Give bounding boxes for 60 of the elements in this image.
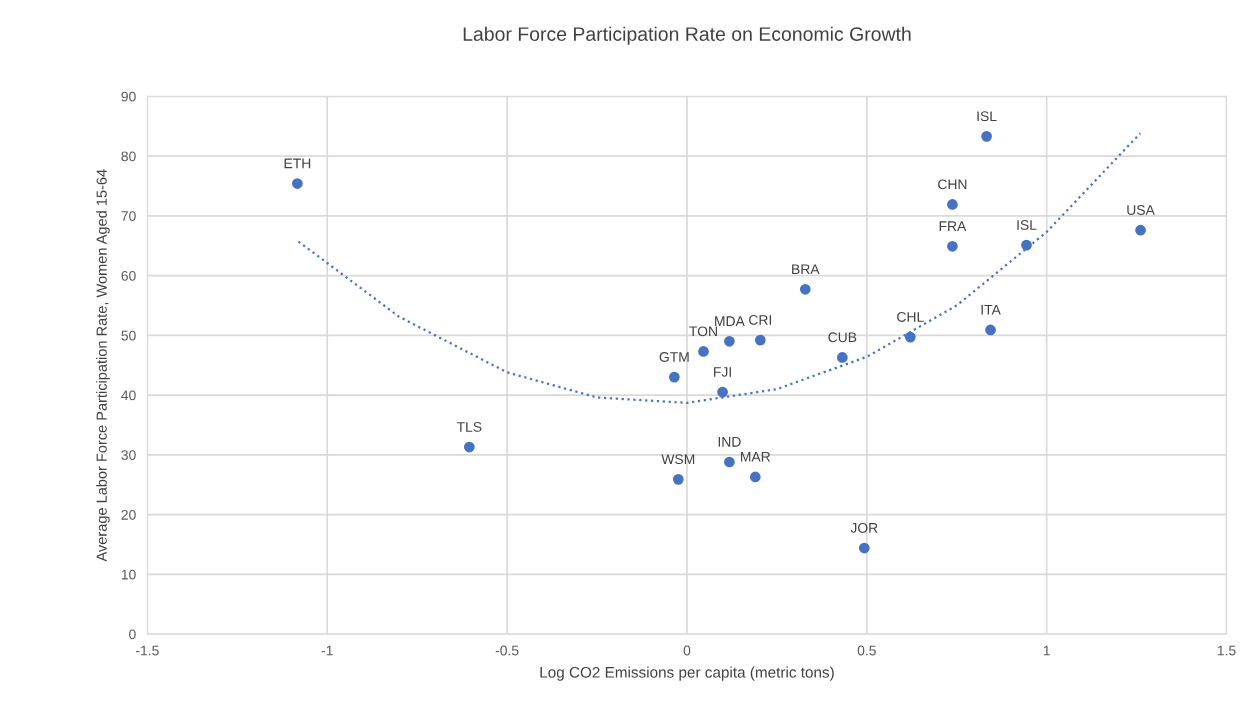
point bbox=[724, 335, 735, 347]
point bbox=[904, 331, 916, 343]
point bbox=[947, 199, 958, 210]
point bbox=[717, 386, 728, 398]
data-label: FJI bbox=[714, 367, 731, 377]
y-tick-label: 30 bbox=[121, 450, 136, 461]
point bbox=[669, 371, 680, 383]
y-tick-label: 20 bbox=[121, 509, 136, 520]
point bbox=[292, 178, 303, 189]
chart-title: Labor Force Participation Rate on Economic Growth bbox=[463, 26, 911, 45]
x-tick-label: 0.5 bbox=[857, 645, 876, 656]
x-tick-label: 1.5 bbox=[1217, 645, 1236, 656]
point bbox=[749, 471, 761, 483]
y-tick-label: 70 bbox=[121, 211, 136, 221]
point bbox=[754, 334, 766, 346]
data-label: BRA bbox=[792, 264, 820, 274]
y-tick-label: 50 bbox=[121, 330, 136, 341]
point bbox=[858, 542, 870, 554]
point bbox=[724, 456, 735, 468]
data-label: CHN bbox=[938, 179, 967, 190]
y-tick-label: 60 bbox=[121, 270, 136, 281]
x-tick-label: 1 bbox=[1043, 645, 1050, 656]
data-label: USA bbox=[1127, 205, 1155, 215]
y-tick-label: 40 bbox=[121, 390, 136, 401]
data-label: CHL bbox=[897, 312, 924, 322]
x-tick-label: 0 bbox=[683, 645, 691, 656]
y-tick-label: 0 bbox=[129, 629, 136, 640]
point bbox=[836, 352, 848, 363]
y-axis-title: Average Labor Force Participation Rate, Women Aged 15-64 bbox=[96, 169, 110, 562]
x-tick-label: -1.5 bbox=[136, 645, 159, 656]
data-label: JOR bbox=[850, 522, 878, 533]
data-label: ITA bbox=[981, 305, 1001, 315]
data-label: ETH bbox=[284, 158, 311, 169]
x-tick-label: -0.5 bbox=[495, 645, 519, 656]
x-tick-label: -1 bbox=[321, 645, 333, 656]
data-label: WSM bbox=[661, 454, 695, 465]
data-label: CRI bbox=[749, 315, 772, 325]
point bbox=[1135, 224, 1146, 236]
point bbox=[985, 324, 996, 336]
data-label: ISL bbox=[1017, 220, 1037, 230]
data-label: MDA bbox=[715, 316, 745, 326]
data-label: CUB bbox=[828, 332, 857, 343]
y-tick-label: 80 bbox=[121, 151, 136, 162]
data-label: TLS bbox=[456, 421, 482, 432]
point bbox=[799, 283, 811, 295]
point bbox=[981, 130, 992, 142]
point bbox=[463, 441, 475, 453]
data-label: ISL bbox=[977, 111, 997, 122]
y-tick-label: 10 bbox=[121, 569, 136, 580]
y-tick-label: 90 bbox=[121, 91, 136, 102]
data-label: IND bbox=[718, 437, 741, 447]
point bbox=[1021, 239, 1032, 251]
data-label: TON bbox=[689, 326, 717, 337]
point bbox=[947, 240, 958, 252]
point bbox=[672, 473, 684, 485]
data-label: FRA bbox=[939, 221, 967, 231]
data-label: GTM bbox=[659, 352, 689, 362]
data-label: MAR bbox=[741, 452, 771, 462]
x-axis-title: Log CO2 Emissions per capita (metric tons) bbox=[540, 666, 834, 681]
point bbox=[698, 346, 709, 357]
